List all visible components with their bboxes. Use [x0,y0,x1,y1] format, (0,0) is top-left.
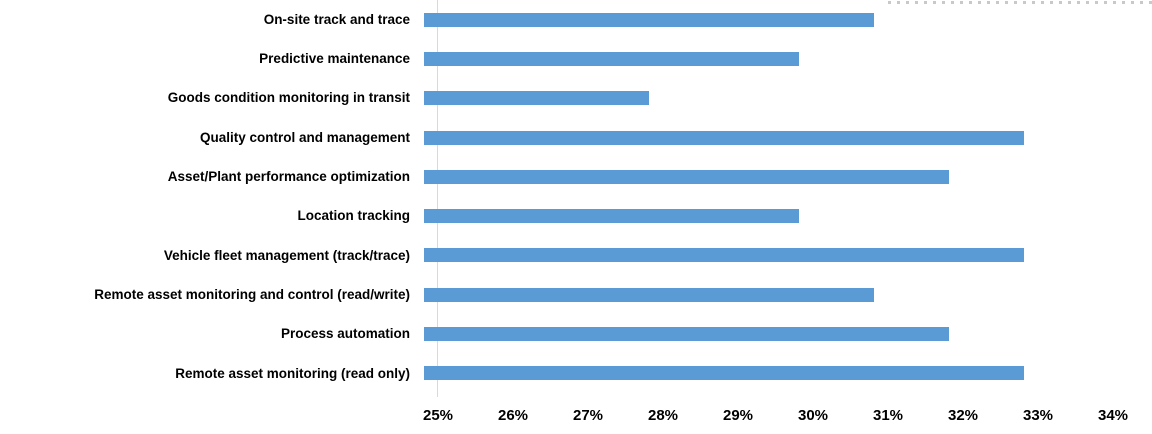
category-label: Vehicle fleet management (track/trace) [163,247,410,263]
bar [424,12,874,27]
x-tick-label: 31% [872,407,904,424]
x-tick-label: 28% [647,407,679,424]
bar [424,209,799,224]
x-tick-label: 33% [1022,407,1054,424]
x-tick-label: 30% [797,407,829,424]
bar [424,91,649,106]
bar [424,287,874,302]
x-tick-label: 34% [1097,407,1129,424]
value-axis-line [437,0,438,397]
bar [424,169,949,184]
bar-row: Location tracking [0,196,1152,235]
category-label: Remote asset monitoring and control (rea… [94,286,410,302]
category-label: Quality control and management [199,129,410,145]
bar-row: Process automation [0,314,1152,353]
bar [424,130,1024,145]
x-tick-label: 32% [947,407,979,424]
category-label: On-site track and trace [263,11,410,27]
x-tick-label: 29% [722,407,754,424]
bar-row: Remote asset monitoring (read only) [0,354,1152,393]
category-label: Process automation [280,326,410,342]
bar-row: Asset/Plant performance optimization [0,157,1152,196]
bar [424,248,1024,263]
category-label: Predictive maintenance [259,51,410,67]
bar [424,51,799,66]
category-label: Location tracking [297,208,410,224]
x-axis: 25% 26% 27% 28% 29% 30% 31% 32% 33% 34% [0,407,1152,431]
bar [424,327,949,342]
dotted-border-fragment [888,1,1152,4]
category-label: Goods condition monitoring in transit [167,90,410,106]
bar-row: On-site track and trace [0,0,1152,39]
x-tick-label: 26% [497,407,529,424]
bar-row: Goods condition monitoring in transit [0,79,1152,118]
bar-row: Vehicle fleet management (track/trace) [0,236,1152,275]
bar-row: Remote asset monitoring and control (rea… [0,275,1152,314]
bar-row: Predictive maintenance [0,39,1152,78]
category-label: Remote asset monitoring (read only) [175,365,410,381]
category-label: Asset/Plant performance optimization [167,169,410,185]
bar-row: Quality control and management [0,118,1152,157]
x-tick-label: 25% [422,407,454,424]
plot-area: On-site track and trace Predictive maint… [0,0,1152,393]
x-tick-label: 27% [572,407,604,424]
bar [424,366,1024,381]
